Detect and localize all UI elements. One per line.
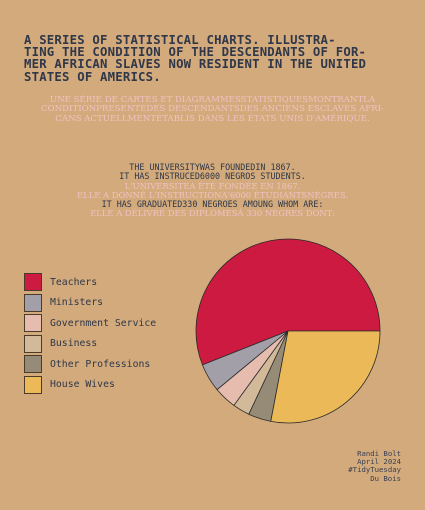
pie-chart (195, 238, 381, 424)
pie-slice-house-wives (270, 330, 381, 424)
legend-item-ministers: Ministers (24, 293, 156, 314)
french-title-line: CONDITIONPRESENTEDES DESCENDANTSDES ANCI… (41, 104, 384, 115)
legend-swatch (24, 375, 42, 394)
title-line: MER AFRICAN SLAVES NOW RESIDENT IN THE U… (24, 57, 367, 72)
legend-label: Business (50, 338, 98, 350)
legend-item-government-service: Government Service (24, 313, 156, 334)
credit-line: Randi Bolt (357, 449, 401, 458)
legend-label: Government Service (50, 317, 157, 329)
title-line: TING THE CONDITION OF THE DESCENDANTS OF… (24, 45, 367, 60)
french-title: UNE SÉRIE DE CARTES ET DIAGRAMMESSTATIST… (0, 95, 425, 124)
legend-item-house-wives: House Wives (24, 375, 156, 396)
info-line: THE UNIVERSITYWAS FOUNDEDIN 1867. (129, 162, 296, 172)
legend-item-other-professions: Other Professions (24, 354, 156, 375)
chart-legend: Teachers Ministers Government Service Bu… (24, 272, 156, 395)
legend-label: House Wives (50, 379, 115, 391)
legend-swatch (24, 334, 42, 353)
title-line: A SERIES OF STATISTICAL CHARTS. ILLUSTRA… (24, 33, 336, 47)
legend-swatch (24, 355, 42, 374)
legend-swatch (24, 273, 42, 292)
legend-swatch (24, 314, 42, 333)
legend-item-business: Business (24, 334, 156, 355)
info-line: L'UNIVERSITEA ÉTÉ FONDÉE EN 1867. (124, 180, 301, 191)
title-line: STATES OF AMERICS. (24, 69, 161, 84)
legend-label: Teachers (50, 276, 98, 288)
credit-line: April 2024 (357, 457, 401, 467)
info-line: ELLE A DÉLIVRÉ DES DIPLOMESÁ 330 NÈGRES … (90, 208, 335, 219)
info-text: THE UNIVERSITYWAS FOUNDEDIN 1867. IT HAS… (0, 162, 425, 219)
info-line: ELLE A DONNÉ L'INSTRUCTIONA'6000 ÉTUDIAN… (77, 189, 348, 200)
info-line: IT HAS INSTRUCED6000 NEGROS STUDENTS. (119, 171, 306, 182)
french-title-line: CANS ACTUELLMENTÉTABLIS DANS LES ÉTATS U… (55, 113, 370, 124)
legend-label: Other Professions (50, 358, 151, 370)
legend-item-teachers: Teachers (24, 272, 156, 293)
french-title-line: UNE SÉRIE DE CARTES ET DIAGRAMMESSTATIST… (49, 95, 376, 105)
pie-slice-teachers (195, 238, 381, 366)
info-line: IT HAS GRADUATED330 NEGROES AMOUNG WHOM … (101, 199, 324, 210)
credit-line: Du Bois (370, 473, 401, 483)
legend-label: Ministers (50, 297, 104, 309)
credits: Randi Bolt April 2024 #TidyTuesday Du Bo… (348, 449, 401, 483)
legend-swatch (24, 293, 42, 312)
main-title: A SERIES OF STATISTICAL CHARTS. ILLUSTRA… (24, 34, 419, 83)
credit-line: #TidyTuesday (348, 465, 401, 475)
